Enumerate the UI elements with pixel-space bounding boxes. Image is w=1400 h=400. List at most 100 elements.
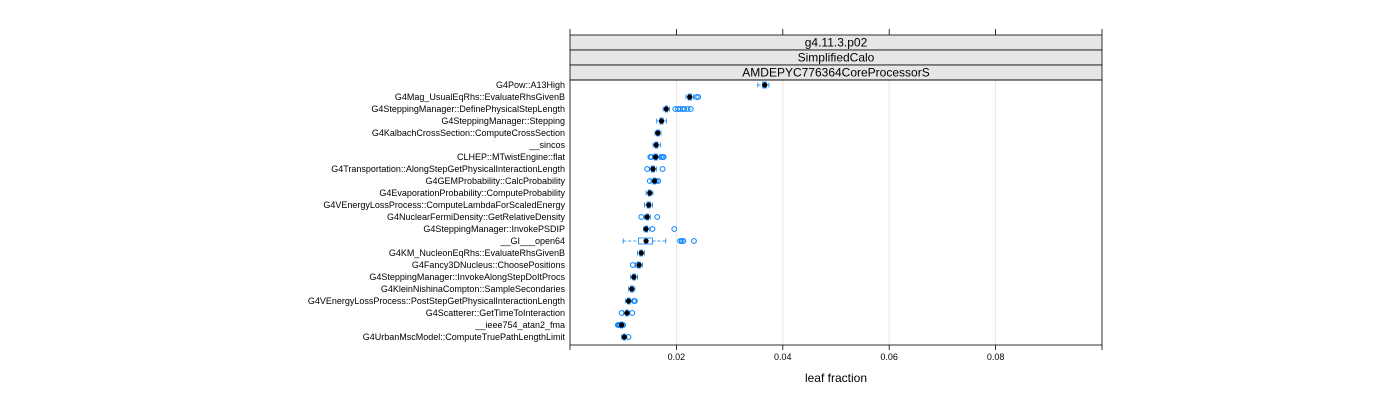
box-group bbox=[638, 213, 661, 221]
outlier-point bbox=[695, 94, 702, 100]
box-group bbox=[647, 153, 667, 161]
panel-strips: g4.11.3.p02 SimplifiedCalo AMDEPYC776364… bbox=[569, 34, 1103, 81]
category-label: G4Transportation::AlongStepGetPhysicalIn… bbox=[331, 164, 565, 174]
box-group bbox=[662, 105, 694, 113]
outlier-point bbox=[677, 106, 684, 112]
category-label: G4KalbachCrossSection::ComputeCrossSecti… bbox=[372, 128, 565, 138]
box-group bbox=[637, 249, 645, 257]
category-label: G4SteppingManager::DefinePhysicalStepLen… bbox=[371, 104, 565, 114]
median-dot bbox=[621, 334, 627, 340]
box-group bbox=[656, 117, 667, 125]
strip-3-label: AMDEPYC776364CoreProcessorS bbox=[742, 66, 929, 80]
x-tick-label: 0.04 bbox=[774, 352, 792, 362]
category-label: CLHEP::MTwistEngine::flat bbox=[457, 152, 566, 162]
box-marks bbox=[614, 81, 770, 341]
median-dot bbox=[625, 298, 632, 304]
median-dot bbox=[647, 190, 653, 196]
grid-lines bbox=[675, 80, 997, 345]
iqr-box bbox=[638, 237, 653, 245]
box-group bbox=[624, 297, 638, 305]
box-group bbox=[646, 177, 662, 185]
category-label: G4SteppingManager::InvokeAlongStepDoItPr… bbox=[369, 272, 565, 282]
category-label: G4KM_NucleonEqRhs::EvaluateRhsGivenB bbox=[389, 248, 565, 258]
category-label: __ieee754_atan2_fma bbox=[474, 320, 565, 330]
outlier-point bbox=[680, 238, 687, 244]
box-group bbox=[654, 129, 662, 137]
outlier-point bbox=[629, 262, 636, 268]
median-dot bbox=[762, 82, 768, 88]
box-group bbox=[652, 141, 661, 149]
top-axis-ticks bbox=[569, 29, 1103, 35]
box-group bbox=[628, 285, 636, 293]
category-label: G4VEnergyLossProcess::ComputeLambdaForSc… bbox=[323, 200, 565, 210]
median-dot bbox=[687, 94, 693, 100]
outlier-point bbox=[684, 106, 691, 112]
bottom-axis-ticks: 0.02 0.04 0.06 0.08 bbox=[569, 345, 1103, 362]
strip-1-label: g4.11.3.p02 bbox=[805, 36, 868, 50]
outlier-point bbox=[649, 226, 656, 232]
median-dot bbox=[653, 154, 659, 160]
median-dot bbox=[636, 262, 642, 268]
outlier-point bbox=[659, 166, 666, 172]
category-label: G4Mag_UsualEqRhs::EvaluateRhsGivenB bbox=[395, 92, 565, 102]
outlier-point bbox=[629, 310, 636, 316]
category-label: __GI___open64 bbox=[499, 236, 565, 246]
x-axis-title: leaf fraction bbox=[805, 371, 867, 385]
outlier-point bbox=[660, 154, 667, 160]
category-label: G4Fancy3DNucleus::ChoosePositions bbox=[412, 260, 566, 270]
category-label: G4GEMProbability::CalcProbability bbox=[425, 176, 565, 186]
category-label: G4Pow::A13High bbox=[496, 80, 565, 90]
median-dot bbox=[629, 286, 635, 292]
median-dot bbox=[646, 202, 652, 208]
outlier-point bbox=[638, 214, 645, 220]
median-dot bbox=[643, 238, 649, 244]
category-label: G4SteppingManager::InvokePSDIP bbox=[423, 224, 565, 234]
plot-panel-frame bbox=[569, 79, 1103, 346]
box-group bbox=[622, 237, 697, 245]
outlier-point bbox=[618, 310, 625, 316]
category-labels: G4Pow::A13HighG4Mag_UsualEqRhs::Evaluate… bbox=[308, 80, 566, 342]
x-tick-label: 0.08 bbox=[987, 352, 1005, 362]
median-dot bbox=[650, 166, 656, 172]
median-dot bbox=[643, 226, 649, 232]
median-dot bbox=[655, 130, 661, 136]
box-group bbox=[644, 165, 666, 173]
median-dot bbox=[619, 322, 625, 328]
strip-2-label: SimplifiedCalo bbox=[798, 51, 875, 65]
outlier-point bbox=[681, 106, 688, 112]
outlier-point bbox=[644, 166, 651, 172]
x-tick-label: 0.02 bbox=[668, 352, 686, 362]
median-dot bbox=[644, 214, 650, 220]
box-group bbox=[757, 81, 770, 89]
median-dot bbox=[651, 178, 658, 184]
category-label: G4UrbanMscModel::ComputeTruePathLengthLi… bbox=[363, 332, 566, 342]
median-dot bbox=[663, 106, 669, 112]
median-dot bbox=[631, 274, 637, 280]
median-dot bbox=[653, 142, 659, 148]
category-label: __sincos bbox=[528, 140, 565, 150]
median-dot bbox=[624, 310, 630, 316]
category-label: G4SteppingManager::Stepping bbox=[441, 116, 565, 126]
box-group bbox=[629, 261, 643, 269]
median-dot bbox=[658, 118, 665, 124]
box-group bbox=[643, 225, 678, 233]
box-group bbox=[621, 333, 632, 341]
outlier-point bbox=[654, 214, 661, 220]
category-label: G4NuclearFermiDensity::GetRelativeDensit… bbox=[387, 212, 566, 222]
box-group bbox=[630, 273, 638, 281]
category-label: G4VEnergyLossProcess::PostStepGetPhysica… bbox=[308, 296, 565, 306]
outlier-point bbox=[671, 226, 678, 232]
median-dot bbox=[638, 250, 644, 256]
box-group bbox=[645, 189, 654, 197]
box-group bbox=[618, 309, 636, 317]
box-group bbox=[685, 93, 702, 101]
category-label: G4KleinNishinaCompton::SampleSecondaries bbox=[381, 284, 566, 294]
box-group bbox=[644, 201, 653, 209]
category-label: G4EvaporationProbability::ComputeProbabi… bbox=[379, 188, 565, 198]
box-group bbox=[614, 321, 627, 329]
outlier-point bbox=[687, 106, 694, 112]
outlier-point bbox=[691, 238, 697, 244]
x-tick-label: 0.06 bbox=[880, 352, 898, 362]
outlier-point bbox=[632, 298, 638, 304]
